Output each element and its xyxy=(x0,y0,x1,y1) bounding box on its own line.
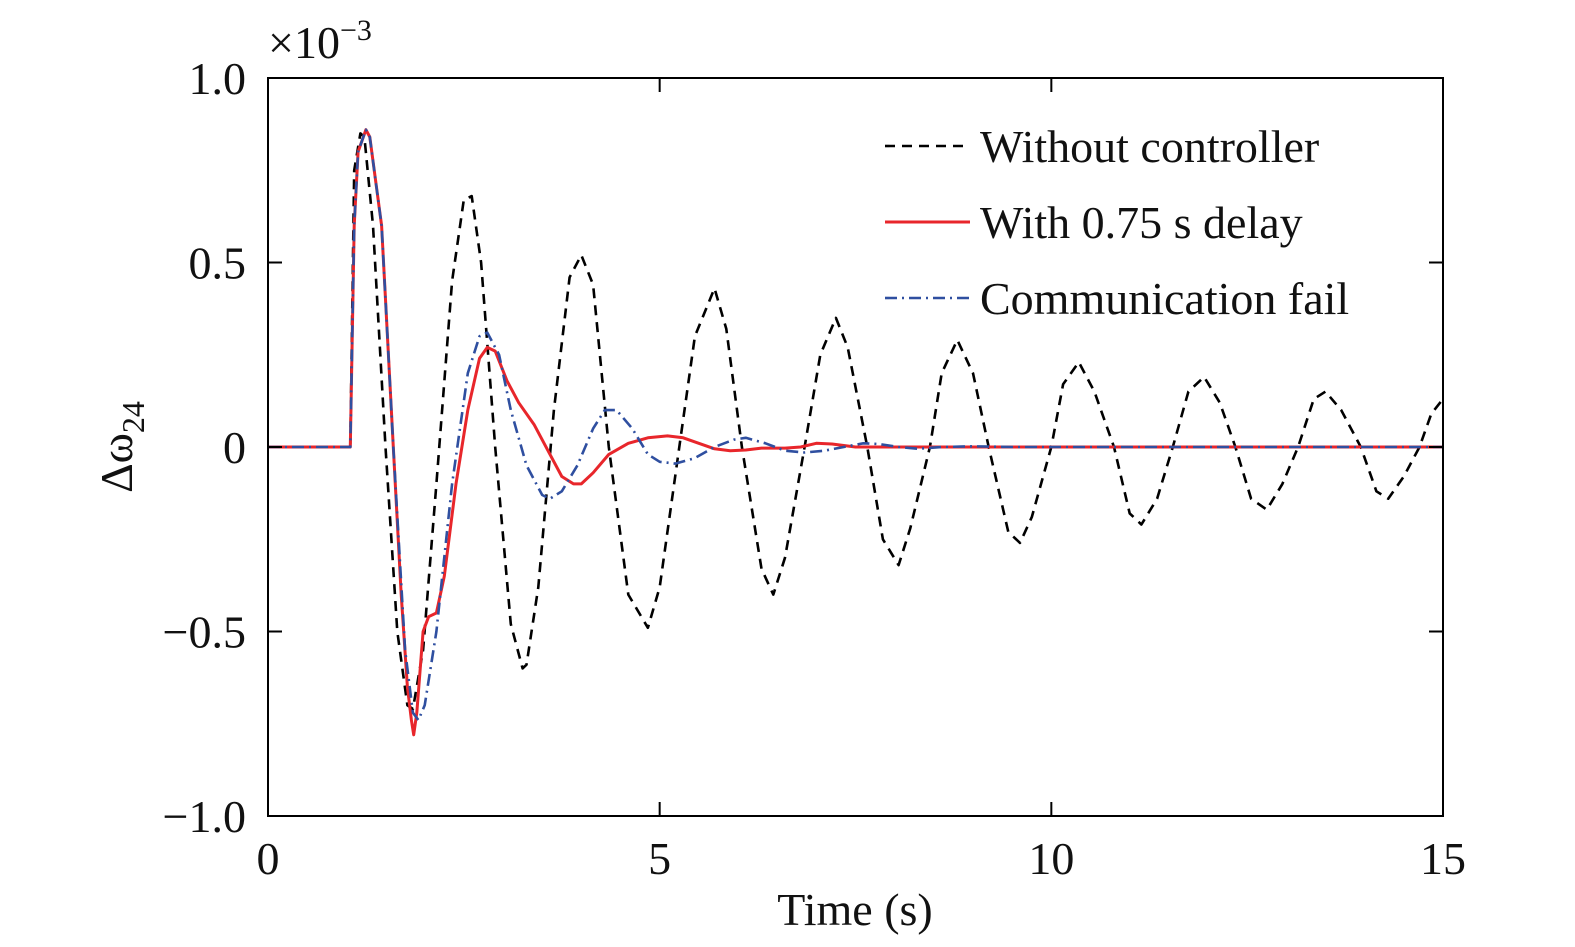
x-axis-title: Time (s) xyxy=(777,884,933,935)
series-line-3 xyxy=(268,128,1443,722)
legend-label-1: Without controller xyxy=(980,121,1319,172)
x-axis: 0 5 10 15 xyxy=(257,78,1466,884)
y-tick-label: 0 xyxy=(223,422,246,473)
x-tick-label: 15 xyxy=(1420,833,1466,884)
legend-label-2: With 0.75 s delay xyxy=(980,197,1303,248)
series-layer xyxy=(268,128,1443,737)
x-tick-label: 10 xyxy=(1028,833,1074,884)
y-tick-label: −0.5 xyxy=(163,607,246,658)
y-axis: −1.0 −0.5 0 0.5 1.0 xyxy=(163,53,1443,842)
legend-label-3: Communication fail xyxy=(980,273,1349,324)
x-tick-label: 0 xyxy=(257,833,280,884)
legend: Without controller With 0.75 s delay Commu… xyxy=(885,121,1349,324)
y-axis-title: Δω24 xyxy=(91,401,151,493)
y-tick-label: −1.0 xyxy=(163,791,246,842)
x-tick-label: 5 xyxy=(648,833,671,884)
series-line-1 xyxy=(268,132,1443,711)
y-multiplier: ×10−3 xyxy=(268,14,372,68)
y-tick-label: 1.0 xyxy=(189,53,247,104)
y-tick-label: 0.5 xyxy=(189,238,247,289)
